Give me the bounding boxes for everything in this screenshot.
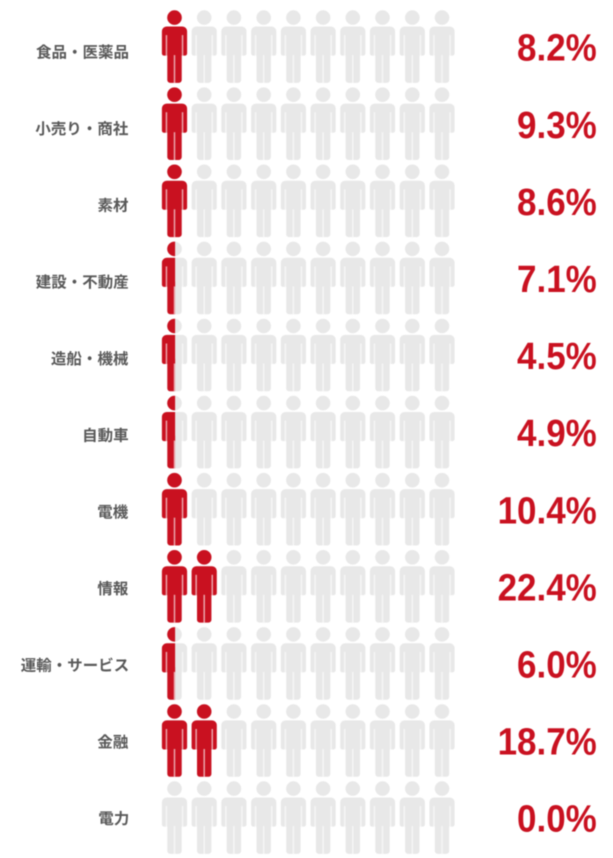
svg-text:8.6%: 8.6% [517,181,597,223]
svg-text:9.3%: 9.3% [517,104,597,146]
svg-text:7.1%: 7.1% [517,258,597,300]
svg-text:10.4%: 10.4% [498,489,597,531]
svg-text:8.2%: 8.2% [517,27,597,69]
svg-text:4.5%: 4.5% [517,335,597,377]
svg-text:18.7%: 18.7% [498,720,597,762]
svg-text:0.0%: 0.0% [517,798,597,840]
svg-text:4.9%: 4.9% [517,412,597,454]
svg-text:22.4%: 22.4% [498,566,597,608]
svg-text:6.0%: 6.0% [517,643,597,685]
